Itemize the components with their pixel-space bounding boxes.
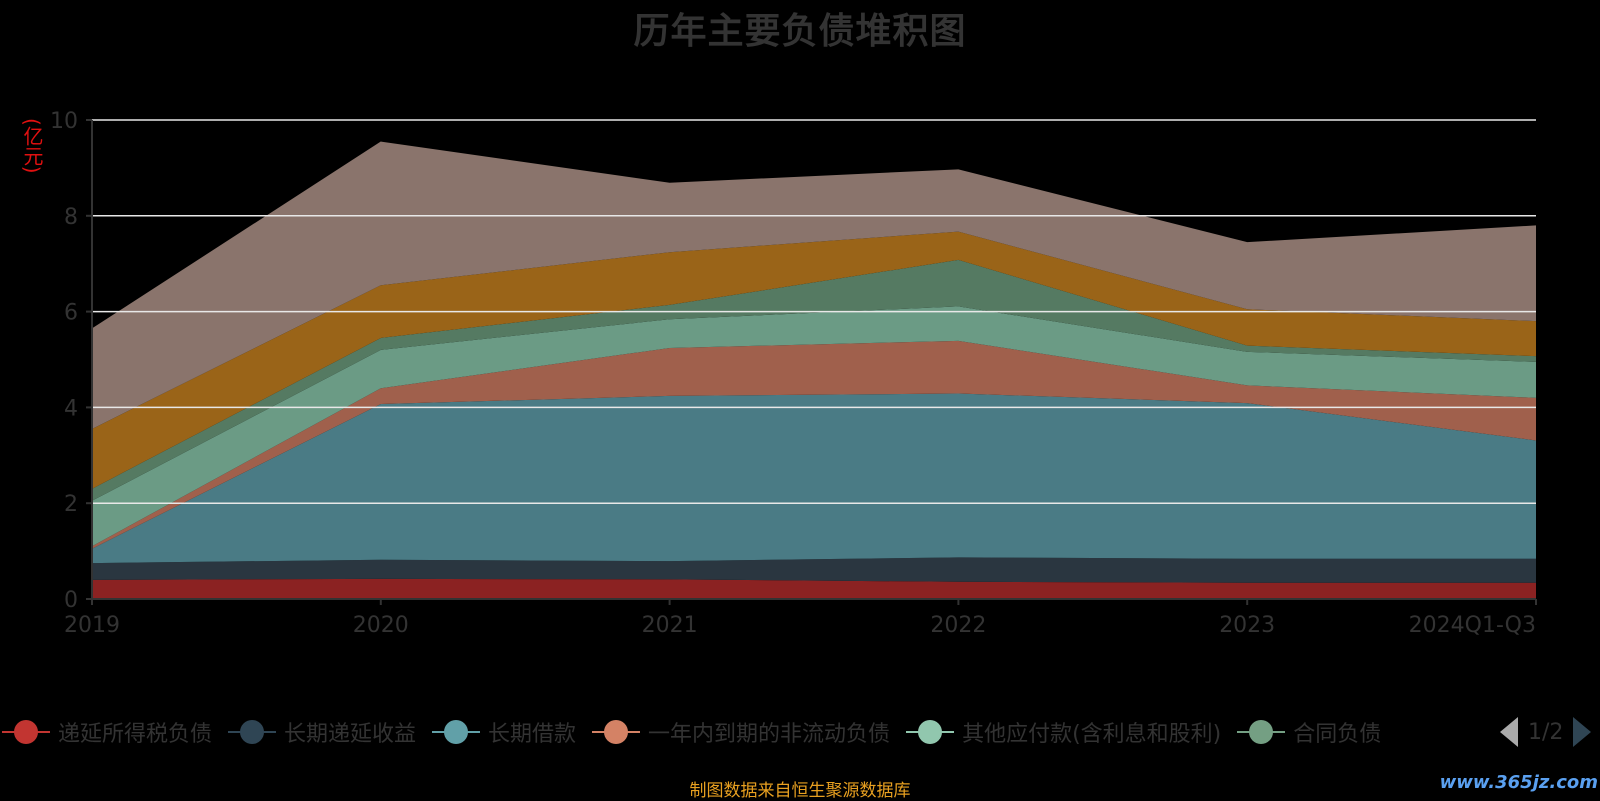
stacked-area-chart: 0 2 4 6 8 10 2019 2020 2021 2022 2023 2024Q1-Q3 xyxy=(50,109,1537,638)
x-tick-label: 2019 xyxy=(64,613,120,638)
x-tick-label: 2022 xyxy=(930,613,986,638)
grid-lines xyxy=(92,119,1536,504)
y-tick-label: 4 xyxy=(64,396,78,421)
area-series-7 xyxy=(92,231,1536,489)
legend-pager: 1/2 xyxy=(1500,716,1592,748)
y-tick-label: 2 xyxy=(64,492,78,517)
legend-prev-icon[interactable] xyxy=(1500,717,1518,747)
area-series-2 xyxy=(92,557,1536,583)
area-series-4 xyxy=(92,340,1536,549)
legend: 递延所得税负债 长期递延收益 长期借款 一年内到期的非流动负债 其他应付款(含利息和股利… xyxy=(0,712,1490,752)
legend-label: 合同负债 xyxy=(1293,722,1382,747)
x-tick-label: 2024Q1-Q3 xyxy=(1409,613,1536,638)
legend-marker-icon xyxy=(226,712,278,752)
legend-marker-icon xyxy=(590,712,642,752)
area-series-3 xyxy=(92,393,1536,564)
legend-label: 递延所得税负债 xyxy=(58,722,213,747)
y-tick-label: 8 xyxy=(64,205,78,230)
area-layers xyxy=(92,141,1536,599)
legend-marker-icon xyxy=(430,712,482,752)
legend-next-icon[interactable] xyxy=(1573,717,1592,747)
x-tick-label: 2020 xyxy=(353,613,409,638)
legend-label: 其他应付款(含利息和股利) xyxy=(962,722,1222,747)
x-tick-label: 2023 xyxy=(1219,613,1275,638)
area-series-1 xyxy=(92,578,1536,599)
watermark: www.365jz.com xyxy=(1439,772,1598,793)
y-tick-label: 0 xyxy=(64,588,78,613)
legend-item[interactable]: 合同负债 xyxy=(1235,712,1381,752)
y-tick-label: 6 xyxy=(64,301,78,326)
legend-item[interactable]: 长期借款 xyxy=(430,712,576,752)
area-series-5 xyxy=(92,306,1536,547)
axes: 0 2 4 6 8 10 2019 2020 2021 2022 2023 2024Q1-Q3 xyxy=(50,109,1537,638)
legend-item[interactable]: 其他应付款(含利息和股利) xyxy=(904,712,1221,752)
area-series-8 xyxy=(92,141,1536,429)
area-series-6 xyxy=(92,259,1536,501)
legend-marker-icon xyxy=(0,712,52,752)
legend-marker-icon xyxy=(1235,712,1287,752)
legend-item[interactable]: 一年内到期的非流动负债 xyxy=(590,712,890,752)
chart-title: 历年主要负债堆积图 xyxy=(633,11,967,52)
legend-label: 长期借款 xyxy=(488,722,577,747)
source-note: 制图数据来自恒生聚源数据库 xyxy=(689,781,911,801)
legend-label: 长期递延收益 xyxy=(284,722,417,747)
legend-label: 一年内到期的非流动负债 xyxy=(648,722,891,747)
y-axis-unit-label: (亿元) xyxy=(20,118,44,174)
legend-item[interactable]: 递延所得税负债 xyxy=(0,712,212,752)
y-tick-label: 10 xyxy=(50,109,78,134)
legend-marker-icon xyxy=(904,712,956,752)
legend-item[interactable]: 长期递延收益 xyxy=(226,712,416,752)
x-tick-label: 2021 xyxy=(642,613,698,638)
legend-page-indicator: 1/2 xyxy=(1528,719,1564,745)
